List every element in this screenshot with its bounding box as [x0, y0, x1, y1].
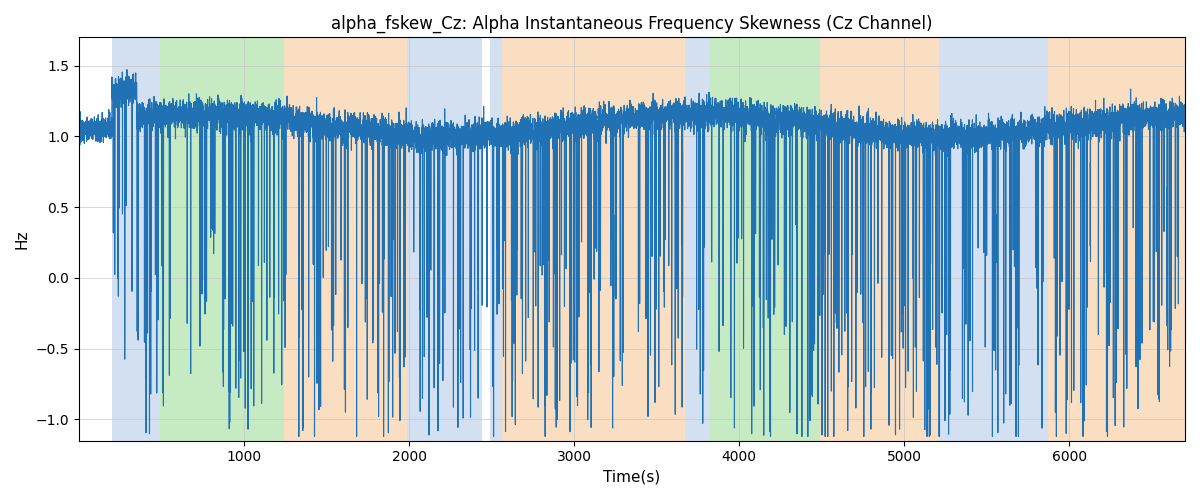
Bar — [820, 38, 940, 440]
Title: alpha_fskew_Cz: Alpha Instantaneous Frequency Skewness (Cz Channel): alpha_fskew_Cz: Alpha Instantaneous Freq… — [331, 15, 932, 34]
Bar — [685, 38, 709, 440]
Bar — [1048, 38, 1186, 440]
Y-axis label: Hz: Hz — [14, 230, 30, 249]
Bar — [709, 38, 820, 440]
Bar — [502, 38, 685, 440]
Bar — [160, 38, 283, 440]
Bar — [940, 38, 1048, 440]
Bar — [408, 38, 481, 440]
Bar — [112, 38, 160, 440]
Bar — [283, 38, 408, 440]
X-axis label: Time(s): Time(s) — [604, 470, 660, 485]
Bar — [490, 38, 502, 440]
